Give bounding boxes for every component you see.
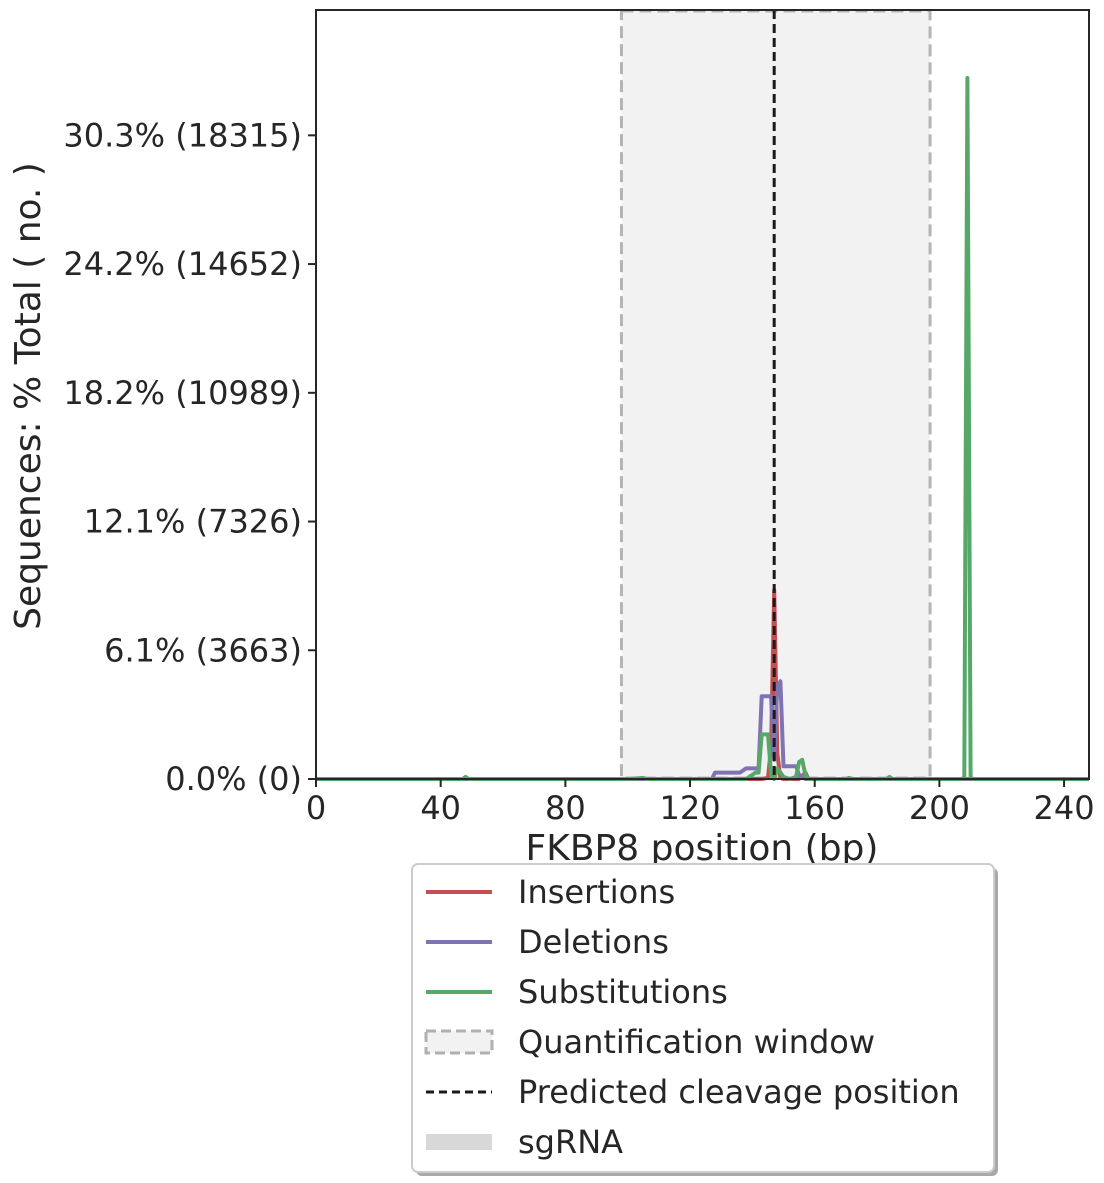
legend-box [411, 863, 995, 1173]
y-axis-title: Sequences: % Total ( no. ) [8, 162, 49, 630]
legend-swatch-quantification-window [424, 1029, 494, 1055]
x-tick-label: 120 [659, 789, 720, 827]
x-tick-label: 200 [909, 789, 970, 827]
plot-frame [315, 9, 1090, 780]
y-tick-label: 0.0% (0) [165, 760, 302, 798]
y-tick-label: 24.2% (14652) [63, 245, 302, 283]
legend-swatch-sgrna [426, 1134, 492, 1150]
y-tick-label: 18.2% (10989) [63, 374, 302, 412]
x-axis-title: FKBP8 position (bp) [526, 828, 879, 869]
x-tick-label: 40 [420, 789, 461, 827]
y-axis-ticks: 0.0% (0) 6.1% (3663) 12.1% (7326) 18.2% (10… [63, 116, 316, 798]
x-tick-label: 240 [1034, 789, 1095, 827]
legend-label-substitutions: Substitutions [518, 973, 728, 1011]
y-tick-label: 30.3% (18315) [63, 116, 302, 154]
legend-label-deletions: Deletions [518, 923, 669, 961]
legend-label-quantification-window: Quantification window [518, 1023, 875, 1061]
x-tick-label: 160 [784, 789, 845, 827]
legend-label-insertions: Insertions [518, 873, 675, 911]
y-tick-label: 6.1% (3663) [104, 631, 302, 669]
x-tick-label: 0 [306, 789, 326, 827]
y-tick-label: 12.1% (7326) [84, 503, 302, 541]
x-axis-ticks: 0 40 80 120 160 200 240 [306, 779, 1095, 827]
legend-label-predicted-cleavage-position: Predicted cleavage position [518, 1073, 960, 1111]
legend: Insertions Deletions Substitutions Quantifi… [411, 863, 998, 1176]
legend-label-sgrna: sgRNA [518, 1123, 623, 1161]
x-tick-label: 80 [545, 789, 586, 827]
